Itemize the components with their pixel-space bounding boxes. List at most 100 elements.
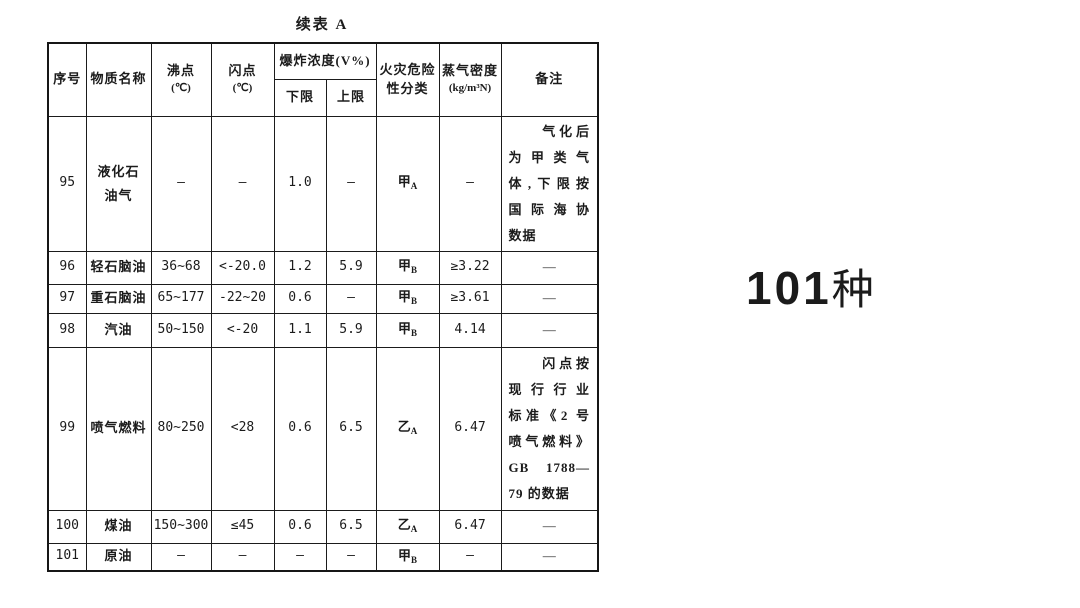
density-cell: — — [438, 542, 502, 572]
boiling-cell: — — [150, 115, 212, 252]
hazard-class-cell: 乙A — [375, 346, 440, 511]
header-fire-hazard-class: 火灾危险 性分类 — [375, 42, 440, 117]
header-row-1: 序号 物质名称 沸点 (℃) 闪点 (℃) 爆炸浓度(V%) 火灾危险 性分类 蒸气密… — [47, 42, 599, 117]
hazard-class-cell: 甲B — [375, 283, 440, 314]
uel-cell: 5.9 — [325, 250, 377, 285]
table-row: 96 轻石脑油 36~68 <-20.0 1.2 5.9 甲B ≥3.22 — — [47, 250, 599, 285]
header-name: 物质名称 — [85, 42, 152, 117]
species-count-number: 101 — [746, 262, 832, 314]
boiling-cell: 80~250 — [150, 346, 212, 511]
table-title: 续表 A — [295, 17, 349, 33]
hazard-class-main: 甲 — [397, 174, 411, 190]
name-cell: 煤油 — [85, 509, 152, 544]
lel-cell: 0.6 — [273, 283, 327, 314]
boiling-cell: — — [150, 542, 212, 572]
substances-table: 序号 物质名称 沸点 (℃) 闪点 (℃) 爆炸浓度(V%) 火灾危险 性分类 蒸气密… — [47, 42, 600, 572]
no-cell: 95 — [47, 115, 87, 252]
table-body: 95 液化石 油气 — — 1.0 — 甲A — 气化后 为甲类气 体,下限按 国际海协… — [47, 115, 599, 572]
density-cell: — — [438, 115, 502, 252]
density-cell: 4.14 — [438, 312, 502, 348]
no-cell: 101 — [47, 542, 87, 572]
remark-cell: — — [500, 250, 599, 285]
header-upper-limit: 上限 — [325, 78, 377, 117]
name-cell: 液化石 油气 — [85, 115, 152, 252]
hazard-class-subscript: A — [410, 426, 418, 437]
boiling-cell: 150~300 — [150, 509, 212, 544]
lel-cell: 0.6 — [273, 346, 327, 511]
header-remark: 备注 — [500, 42, 599, 117]
lel-cell: 1.0 — [273, 115, 327, 252]
density-cell: ≥3.22 — [438, 250, 502, 285]
hazard-class-main: 甲 — [398, 320, 412, 336]
uel-cell: — — [325, 283, 377, 314]
hazard-class-main: 甲 — [398, 547, 412, 563]
hazard-class-subscript: B — [411, 265, 418, 276]
hazard-class-subscript: A — [410, 524, 418, 535]
hazard-class-subscript: B — [411, 296, 418, 307]
header-boiling-point: 沸点 (℃) — [150, 42, 212, 117]
uel-cell: — — [325, 115, 377, 252]
name-cell: 原油 — [85, 542, 152, 572]
name-cell: 轻石脑油 — [85, 250, 152, 285]
lel-cell: 1.1 — [273, 312, 327, 348]
species-count-unit: 种 — [831, 268, 874, 314]
uel-cell: — — [325, 542, 377, 572]
header-flash-point: 闪点 (℃) — [210, 42, 275, 117]
no-cell: 96 — [47, 250, 87, 285]
no-cell: 100 — [47, 509, 87, 544]
flash-cell: -22~20 — [210, 283, 275, 314]
remark-cell: — — [500, 283, 599, 314]
boiling-cell: 36~68 — [150, 250, 212, 285]
table-row: 95 液化石 油气 — — 1.0 — 甲A — 气化后 为甲类气 体,下限按 国际海协… — [47, 115, 599, 252]
remark-cell: — — [500, 312, 599, 348]
flash-cell: ≤45 — [210, 509, 275, 544]
hazard-class-main: 甲 — [398, 289, 412, 305]
uel-cell: 5.9 — [325, 312, 377, 348]
header-lower-limit: 下限 — [273, 78, 327, 117]
hazard-class-subscript: A — [410, 181, 418, 192]
lel-cell: 0.6 — [273, 509, 327, 544]
no-cell: 99 — [47, 346, 87, 511]
no-cell: 98 — [47, 312, 87, 348]
hazard-class-cell: 甲B — [375, 312, 440, 348]
table-row: 100 煤油 150~300 ≤45 0.6 6.5 乙A 6.47 — — [47, 509, 599, 544]
remark-cell: — — [500, 542, 599, 572]
species-count-note: 101种 — [746, 256, 874, 317]
header-row-2: 下限 上限 — [48, 78, 598, 117]
table-row: 99 喷气燃料 80~250 <28 0.6 6.5 乙A 6.47 闪点按 现行… — [47, 346, 599, 511]
header-explosive-concentration: 爆炸浓度(V%) — [273, 42, 377, 80]
header-vapor-density: 蒸气密度 (kg/m³N) — [438, 42, 502, 117]
remark-cell: — — [500, 509, 599, 544]
density-cell: 6.47 — [438, 509, 502, 544]
density-cell: 6.47 — [438, 346, 502, 511]
lel-cell: 1.2 — [273, 250, 327, 285]
uel-cell: 6.5 — [325, 509, 377, 544]
hazard-class-subscript: B — [411, 327, 418, 338]
table-header: 序号 物质名称 沸点 (℃) 闪点 (℃) 爆炸浓度(V%) 火灾危险 性分类 蒸气密… — [47, 42, 599, 117]
table-row: 98 汽油 50~150 <-20 1.1 5.9 甲B 4.14 — — [47, 312, 599, 348]
hazard-class-main: 甲 — [398, 258, 412, 274]
boiling-cell: 50~150 — [150, 312, 212, 348]
hazard-class-main: 乙 — [397, 419, 411, 435]
hazard-class-cell: 乙A — [375, 509, 440, 544]
flash-cell: <28 — [210, 346, 275, 511]
flash-cell: — — [210, 542, 275, 572]
name-cell: 汽油 — [85, 312, 152, 348]
flash-cell: <-20 — [210, 312, 275, 348]
hazard-class-main: 乙 — [397, 517, 411, 533]
uel-cell: 6.5 — [325, 346, 377, 511]
remark-cell: 气化后 为甲类气 体,下限按 国际海协 数据 — [500, 115, 599, 252]
hazard-class-cell: 甲B — [375, 250, 440, 285]
flash-cell: — — [210, 115, 275, 252]
no-cell: 97 — [47, 283, 87, 314]
table-row: 101 原油 — — — — 甲B — — — [47, 542, 599, 572]
boiling-cell: 65~177 — [150, 283, 212, 314]
table-row: 97 重石脑油 65~177 -22~20 0.6 — 甲B ≥3.61 — — [47, 283, 599, 314]
flash-cell: <-20.0 — [210, 250, 275, 285]
name-cell: 喷气燃料 — [85, 346, 152, 511]
hazard-class-cell: 甲A — [375, 115, 440, 252]
hazard-class-subscript: B — [411, 554, 418, 565]
header-no: 序号 — [47, 42, 87, 117]
name-cell: 重石脑油 — [85, 283, 152, 314]
